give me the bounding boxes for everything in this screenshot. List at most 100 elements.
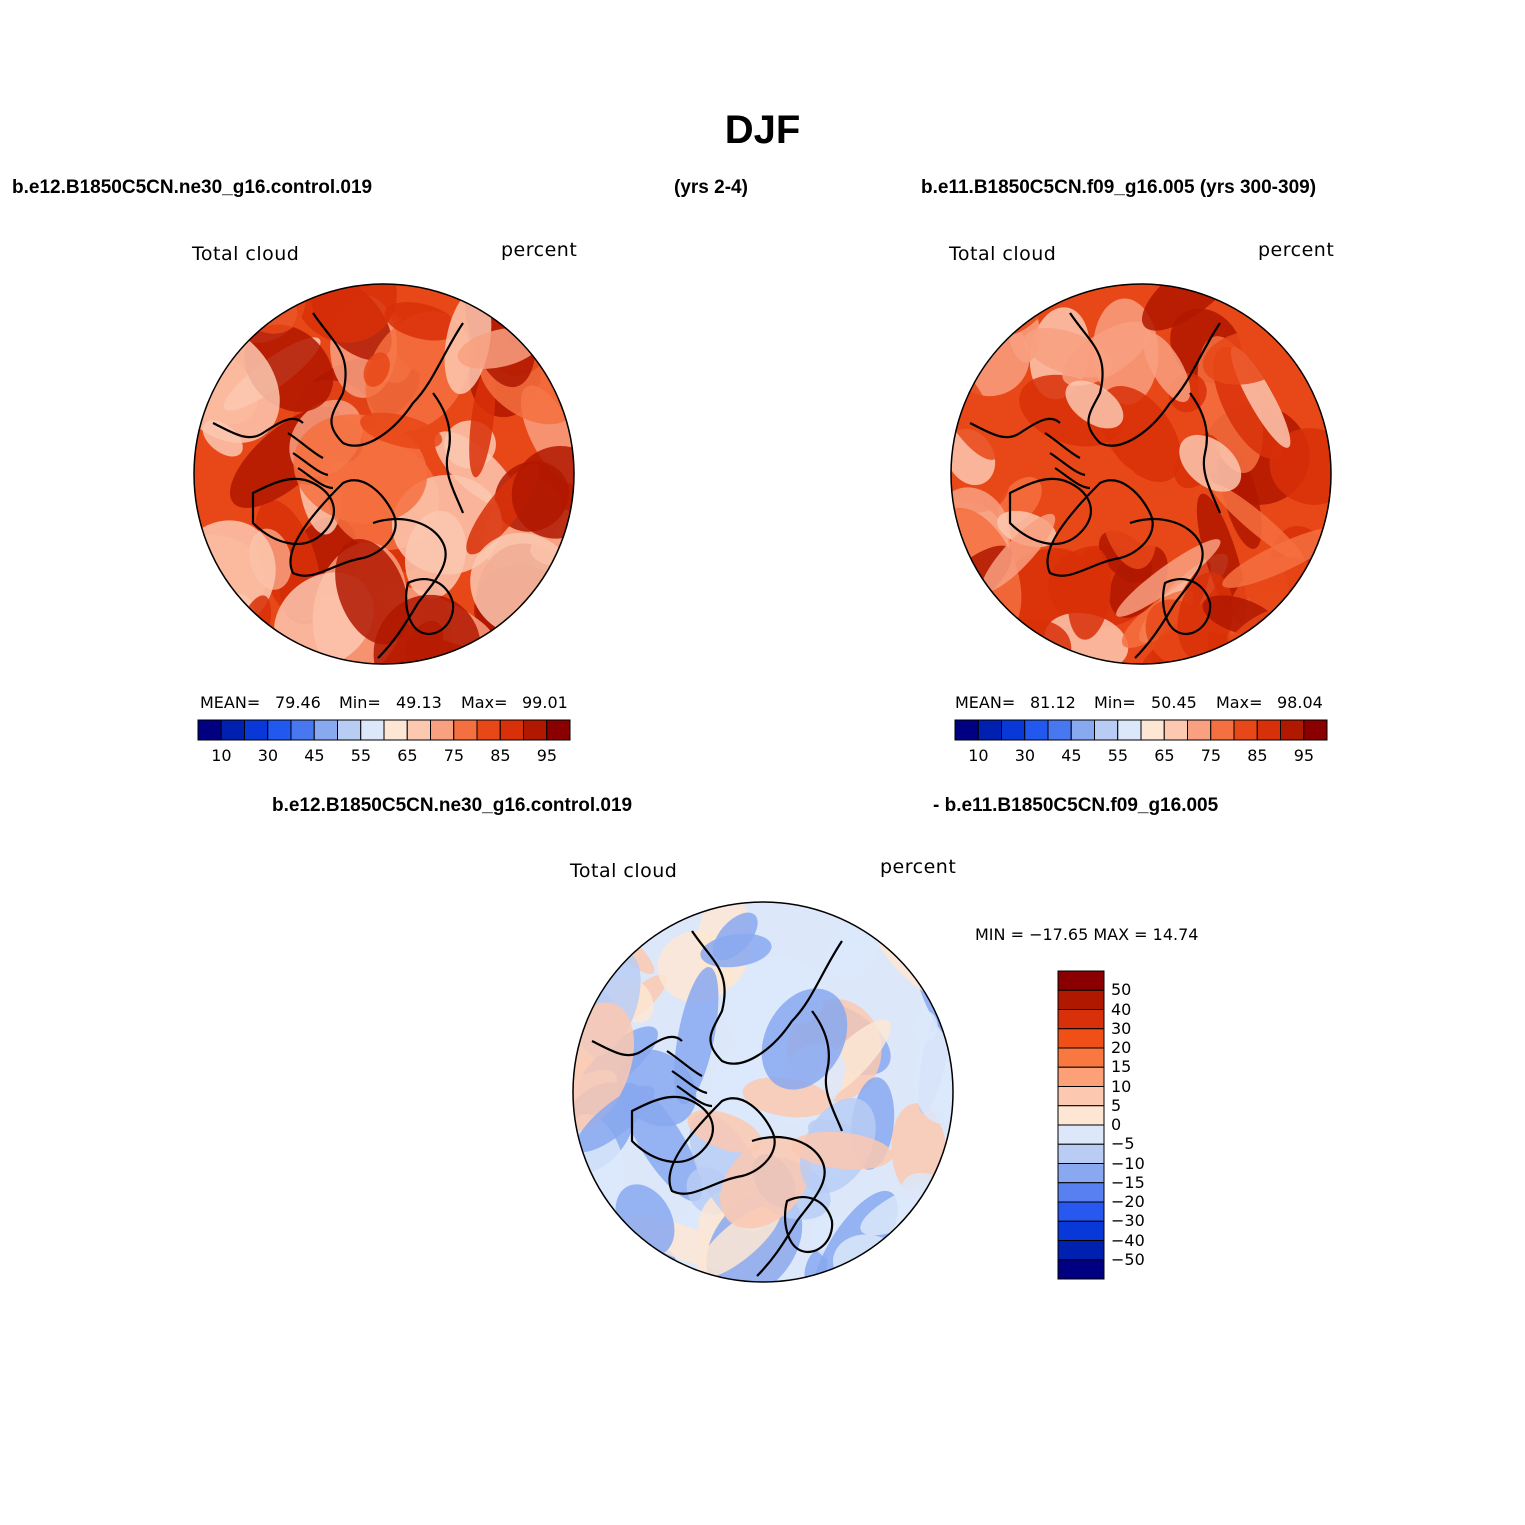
colorbar-box <box>523 719 548 741</box>
contour-blob <box>1179 434 1242 492</box>
colorbar-tick-label: 75 <box>443 746 465 765</box>
panel2-variable-label: Total cloud <box>949 243 1057 265</box>
coastline <box>312 312 464 447</box>
colorbar-tick-label: −5 <box>1111 1134 1135 1154</box>
colorbar-box <box>290 719 315 741</box>
panel2-polar-map <box>950 283 1332 665</box>
panel2-min-label: Min= <box>1094 693 1136 712</box>
panel1-mean-value: 79.46 <box>275 693 321 712</box>
top-left-header: b.e12.B1850C5CN.ne30_g16.control.019 <box>12 177 373 198</box>
contour-blob <box>719 1136 811 1229</box>
colorbar-box <box>383 719 408 741</box>
coastline <box>1069 312 1221 447</box>
contour-blob <box>469 365 496 478</box>
colorbar-box <box>267 719 292 741</box>
colorbar-box <box>1057 1086 1105 1107</box>
colorbar-tick-label: 85 <box>490 746 511 765</box>
top-mid-header: (yrs 2-4) <box>674 177 748 198</box>
contour-blob <box>951 575 977 640</box>
contour-blob <box>1279 284 1324 321</box>
panel2-min-value: 50.45 <box>1151 693 1197 712</box>
colorbar-tick-label: 45 <box>304 746 325 765</box>
colorbar-tick-label: 65 <box>397 746 418 765</box>
contour-blob <box>824 923 879 981</box>
contour-blob <box>194 363 213 393</box>
colorbar-tick-label: 10 <box>211 746 232 765</box>
colorbar-box <box>1117 719 1142 741</box>
contour-blob <box>511 445 574 539</box>
colorbar-tick-label: 30 <box>1111 1018 1132 1038</box>
coastline <box>666 1050 713 1108</box>
contour-blob <box>1143 332 1191 403</box>
contour-blob <box>687 1110 763 1153</box>
panel1-polar-map <box>193 283 575 665</box>
colorbar-box <box>1303 719 1328 741</box>
colorbar-box <box>954 719 979 741</box>
colorbar-tick-label: 15 <box>1111 1057 1132 1077</box>
diff-colorbar <box>1057 970 1105 1280</box>
contour-blob <box>534 287 574 336</box>
contour-blob <box>913 1025 953 1124</box>
coastline <box>1129 518 1204 659</box>
colorbar-box <box>244 719 269 741</box>
colorbar-box <box>1057 1047 1105 1068</box>
colorbar-tick-label: 55 <box>1107 746 1129 765</box>
coastline <box>1189 392 1222 514</box>
contour-blob <box>742 1077 832 1118</box>
colorbar-box <box>1057 1105 1105 1126</box>
panel1-mean-label: MEAN= <box>200 693 261 712</box>
coastline <box>630 1095 714 1163</box>
contour-blob <box>700 933 772 968</box>
colorbar-tick-label: −20 <box>1111 1192 1145 1211</box>
colorbar-box <box>1163 719 1188 741</box>
colorbar-box <box>1057 1182 1105 1203</box>
map-boundary <box>193 283 575 665</box>
contour-blob <box>573 1002 635 1132</box>
coastline <box>251 477 335 545</box>
colorbar-box <box>1057 1124 1105 1145</box>
colorbar-tick-label: 55 <box>350 746 372 765</box>
colorbar-tick-label: 5 <box>1111 1095 1122 1115</box>
coastline <box>1044 432 1091 490</box>
coastline <box>969 417 1061 439</box>
contour-blob <box>1301 653 1331 664</box>
diff-units-label: percent <box>880 856 957 878</box>
colorbar-box <box>476 719 501 741</box>
colorbar-box <box>1057 1220 1105 1241</box>
coastline <box>751 1136 826 1277</box>
contour-blob <box>1067 547 1112 640</box>
contour-blob <box>1298 598 1331 623</box>
colorbar-box <box>313 719 338 741</box>
contour-blob <box>1210 483 1305 563</box>
panel2-colorbar <box>954 719 1328 741</box>
figure-title: DJF <box>724 108 801 152</box>
colorbar-tick-label: 0 <box>1111 1115 1122 1134</box>
colorbar-box <box>1001 719 1026 741</box>
colorbar-tick-label: 10 <box>1111 1076 1132 1096</box>
contour-blob <box>384 302 458 341</box>
contour-blob <box>1196 493 1247 624</box>
map-boundary <box>950 283 1332 665</box>
diff-header-left: b.e12.B1850C5CN.ne30_g16.control.019 <box>272 795 633 816</box>
coastline <box>432 392 465 514</box>
coastline <box>668 1097 776 1195</box>
colorbar-box <box>977 719 1002 741</box>
panel2-mean-value: 81.12 <box>1030 693 1076 712</box>
coastline <box>287 432 334 490</box>
panel1-min-value: 49.13 <box>396 693 442 712</box>
colorbar-box <box>1210 719 1235 741</box>
colorbar-box <box>1057 1201 1105 1222</box>
coastline <box>784 1196 834 1254</box>
contour-blob <box>1116 539 1221 617</box>
panel2-max-value: 98.04 <box>1277 693 1323 712</box>
colorbar-tick-label: 95 <box>536 746 558 765</box>
coastline <box>1046 479 1154 577</box>
colorbar-tick-label: 20 <box>1111 1038 1132 1057</box>
colorbar-box <box>220 719 245 741</box>
colorbar-box <box>337 719 362 741</box>
colorbar-tick-label: 30 <box>1014 746 1036 765</box>
panel1-units-label: percent <box>501 239 578 261</box>
contour-blob <box>405 510 467 599</box>
coastline <box>811 1010 844 1132</box>
colorbar-box <box>1057 970 1105 991</box>
